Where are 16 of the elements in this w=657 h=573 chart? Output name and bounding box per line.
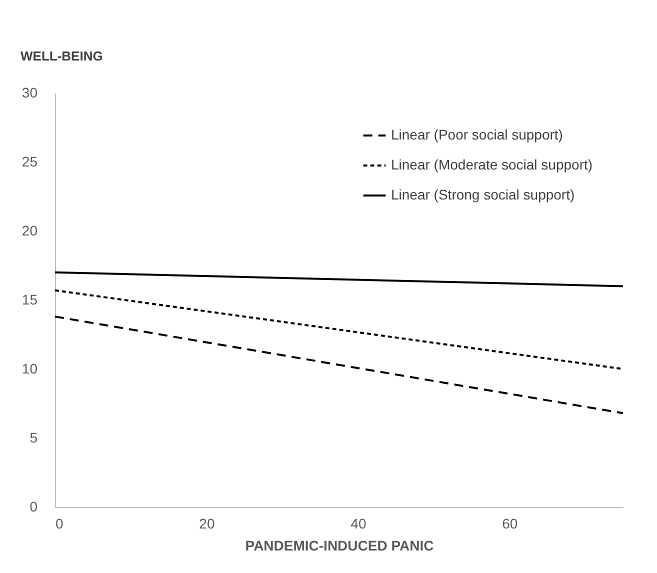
legend-label: Linear (Poor social support) — [391, 126, 563, 142]
y-tick-label: 25 — [22, 154, 38, 170]
x-tick-label: 60 — [502, 516, 518, 532]
y-axis-title: WELL-BEING — [20, 48, 103, 64]
y-tick-label: 20 — [22, 222, 38, 238]
x-axis-title: PANDEMIC-INDUCED PANIC — [245, 538, 434, 554]
legend-label: Linear (Strong social support) — [391, 186, 575, 202]
y-tick-label: 0 — [30, 498, 38, 514]
y-tick-label: 15 — [22, 292, 38, 308]
y-tick-label: 5 — [30, 430, 38, 446]
y-tick-label: 30 — [22, 84, 38, 100]
legend-label: Linear (Moderate social support) — [391, 156, 593, 172]
x-tick-label: 20 — [199, 516, 215, 532]
x-tick-label: 0 — [56, 516, 64, 532]
y-tick-label: 10 — [22, 360, 38, 376]
x-tick-label: 40 — [350, 516, 366, 532]
